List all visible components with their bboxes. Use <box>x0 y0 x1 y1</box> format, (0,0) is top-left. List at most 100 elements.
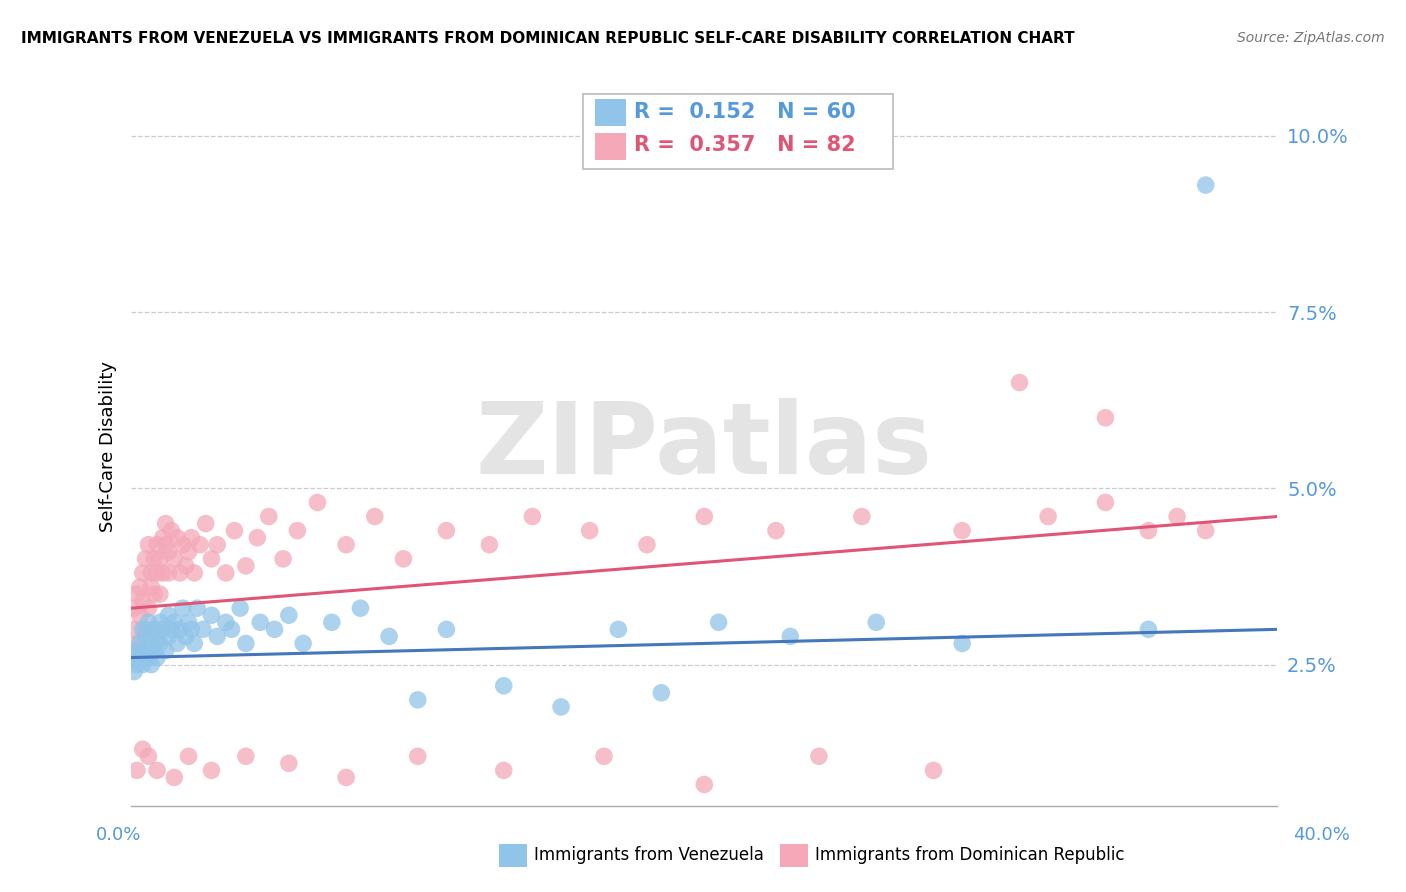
Point <box>1195 178 1218 192</box>
Point <box>160 524 183 538</box>
Point <box>807 749 830 764</box>
Point <box>132 623 155 637</box>
Point <box>128 636 150 650</box>
Point <box>246 531 269 545</box>
Point <box>146 764 169 778</box>
Point <box>180 531 202 545</box>
Point <box>149 615 172 630</box>
Y-axis label: Self-Care Disability: Self-Care Disability <box>100 360 117 532</box>
Point <box>307 495 329 509</box>
Point <box>1137 623 1160 637</box>
Point <box>174 629 197 643</box>
Point <box>335 538 357 552</box>
Point <box>650 686 672 700</box>
Point <box>143 551 166 566</box>
Point <box>149 636 172 650</box>
Point <box>141 566 163 580</box>
Point <box>125 636 148 650</box>
Point <box>693 509 716 524</box>
Point <box>188 538 211 552</box>
Point <box>135 629 157 643</box>
Text: R =  0.152   N = 60: R = 0.152 N = 60 <box>634 102 856 121</box>
Point <box>191 623 214 637</box>
Point <box>141 580 163 594</box>
Point <box>174 558 197 573</box>
Point <box>152 531 174 545</box>
Point <box>1137 524 1160 538</box>
Point <box>143 643 166 657</box>
Point <box>492 679 515 693</box>
Point <box>851 509 873 524</box>
Point <box>163 771 186 785</box>
Point <box>224 524 246 538</box>
Point <box>155 516 177 531</box>
Point <box>157 629 180 643</box>
Point <box>364 509 387 524</box>
Point <box>122 601 145 615</box>
Point <box>287 524 309 538</box>
Point <box>152 623 174 637</box>
Point <box>177 749 200 764</box>
Text: ZIPatlas: ZIPatlas <box>475 398 932 494</box>
Text: 40.0%: 40.0% <box>1294 826 1350 844</box>
Point <box>128 580 150 594</box>
Point <box>122 665 145 679</box>
Point <box>693 777 716 791</box>
Point <box>186 601 208 615</box>
Point <box>163 615 186 630</box>
Point <box>141 636 163 650</box>
Point <box>172 538 194 552</box>
Point <box>177 615 200 630</box>
Point <box>132 657 155 672</box>
Point <box>146 650 169 665</box>
Point <box>125 657 148 672</box>
Point <box>349 601 371 615</box>
Point <box>1195 524 1218 538</box>
Point <box>378 629 401 643</box>
Point <box>636 538 658 552</box>
Point <box>163 551 186 566</box>
Point <box>200 608 222 623</box>
Point <box>138 538 160 552</box>
Point <box>271 551 294 566</box>
Point <box>215 566 238 580</box>
Point <box>249 615 271 630</box>
Point <box>135 551 157 566</box>
Point <box>1094 495 1116 509</box>
Point <box>135 643 157 657</box>
Point <box>522 509 544 524</box>
Text: Immigrants from Venezuela: Immigrants from Venezuela <box>534 847 763 864</box>
Point <box>138 615 160 630</box>
Point <box>492 764 515 778</box>
Point <box>183 566 205 580</box>
Point <box>1166 509 1188 524</box>
Point <box>779 629 801 643</box>
Point <box>125 764 148 778</box>
Point <box>160 623 183 637</box>
Point <box>1036 509 1059 524</box>
Point <box>138 650 160 665</box>
Point <box>135 623 157 637</box>
Point <box>205 629 228 643</box>
Point <box>1008 376 1031 390</box>
Point <box>157 566 180 580</box>
Point <box>155 643 177 657</box>
Point <box>257 509 280 524</box>
Point <box>180 623 202 637</box>
Text: Source: ZipAtlas.com: Source: ZipAtlas.com <box>1237 31 1385 45</box>
Point <box>950 524 973 538</box>
Point <box>155 538 177 552</box>
Point <box>146 538 169 552</box>
Point <box>138 601 160 615</box>
Point <box>335 771 357 785</box>
Point <box>128 608 150 623</box>
Text: IMMIGRANTS FROM VENEZUELA VS IMMIGRANTS FROM DOMINICAN REPUBLIC SELF-CARE DISABI: IMMIGRANTS FROM VENEZUELA VS IMMIGRANTS … <box>21 31 1074 46</box>
Point <box>143 623 166 637</box>
Point <box>152 566 174 580</box>
Point <box>292 636 315 650</box>
Point <box>132 594 155 608</box>
Point <box>950 636 973 650</box>
Point <box>128 650 150 665</box>
Point <box>138 749 160 764</box>
Point <box>183 636 205 650</box>
